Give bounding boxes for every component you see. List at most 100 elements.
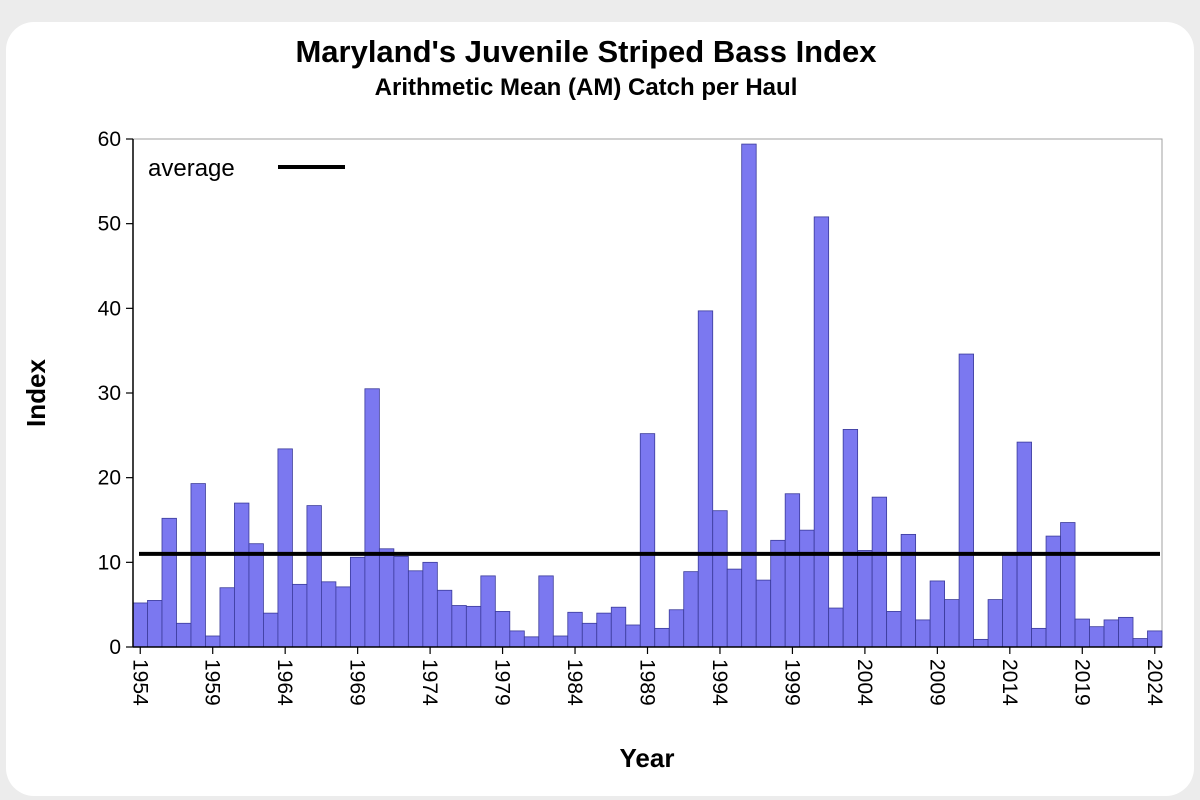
bar-2013 [987,599,1003,648]
chart-title: Maryland's Juvenile Striped Bass Index [295,34,877,69]
x-tick-label: 2024 [1143,659,1166,706]
bar-1995 [726,568,743,648]
bar-1999 [784,493,801,648]
bar-1965 [292,583,308,648]
bar-1972 [393,556,409,648]
bar-1987 [610,606,627,648]
bar-1959 [205,635,221,648]
bar-1986 [596,612,612,648]
bar-2021 [1103,619,1119,648]
bar-1957 [176,622,192,648]
x-axis: 1954 1959 1964 1969 1974 1979 1984 1989 1994 1999… [128,647,1166,706]
y-tick-label: 0 [109,636,121,659]
bar-1971 [378,548,395,648]
bar-1960 [219,587,235,648]
bar-2016 [1031,627,1047,648]
bar-2001 [813,216,830,648]
y-tick-label: 10 [98,551,121,574]
bar-1955 [147,600,163,648]
bar-1954 [132,602,148,648]
x-tick-label: 2009 [925,659,948,706]
bar-1977 [465,605,482,648]
bar-1973 [407,570,424,648]
bar-1990 [654,627,670,648]
bar-2009 [929,580,945,648]
y-axis-label: Index [21,359,51,427]
bar-1992 [683,571,699,648]
chart-subtitle: Arithmetic Mean (AM) Catch per Haul [375,74,798,101]
y-tick-label: 60 [98,128,121,151]
bar-1966 [306,505,322,648]
bar-1997 [755,579,772,648]
bar-1964 [277,448,293,648]
bar-1970 [364,388,380,648]
x-axis-label: Year [620,743,675,773]
bar-2006 [886,611,902,648]
bar-1974 [422,561,438,648]
bar-2000 [799,529,815,648]
bar-1998 [770,539,786,648]
bar-2003 [842,429,859,648]
bar-2004 [857,550,873,648]
y-tick-label: 30 [98,382,121,405]
bar-1979 [494,611,511,648]
x-tick-label: 2019 [1070,659,1093,706]
bar-2014 [1002,552,1018,648]
bar-2019 [1074,618,1090,648]
x-tick-label: 1989 [636,659,659,706]
bar-1968 [335,586,351,648]
bar-2008 [915,619,931,648]
bar-2007 [900,533,917,648]
bar-1963 [263,612,279,648]
bar-2024 [1147,630,1163,648]
bar-2010 [944,599,960,648]
x-tick-label: 1994 [708,659,731,706]
legend: average [148,155,345,182]
bar-1969 [349,556,366,648]
x-tick-label: 1959 [201,659,224,706]
x-tick-label: 2014 [998,659,1021,706]
x-tick-label: 1969 [346,659,369,706]
y-tick-label: 50 [98,213,121,236]
x-tick-label: 1984 [563,659,586,706]
bar-1967 [321,581,337,648]
bar-2015 [1016,441,1032,648]
bar-2005 [871,496,888,648]
bar-1978 [480,575,496,648]
bar-2020 [1089,626,1105,648]
bar-1994 [712,510,728,648]
bar-2002 [828,607,844,648]
bar-1981 [523,636,540,648]
bar-2022 [1118,616,1134,648]
bar-2011 [958,353,974,648]
x-tick-label: 1954 [128,659,151,706]
x-tick-label: 1999 [780,659,803,706]
bar-1993 [697,310,714,648]
bar-2023 [1132,638,1148,648]
bar-1975 [436,589,453,648]
legend-label-average: average [148,155,235,182]
bar-1980 [509,630,525,648]
bar-2012 [973,638,989,648]
bar-1985 [581,622,598,648]
x-tick-label: 2004 [853,659,876,706]
bar-1983 [552,635,569,648]
bar-1984 [567,611,583,648]
bar-1976 [451,605,467,648]
x-tick-label: 1979 [491,659,514,706]
bar-2018 [1060,522,1076,648]
x-tick-label: 1974 [418,659,441,706]
bar-1956 [161,517,177,648]
x-tick-label: 1964 [273,659,296,706]
bar-1982 [538,575,554,648]
bar-1962 [248,543,264,648]
y-tick-label: 40 [98,297,121,320]
bar-1989 [639,433,656,648]
y-axis: 0 10 20 30 40 50 60 [98,128,133,659]
bar-1996 [741,143,757,648]
y-tick-label: 20 [98,467,121,490]
bar-1991 [668,609,685,648]
bar-1958 [190,483,206,648]
bar-1988 [625,624,641,648]
